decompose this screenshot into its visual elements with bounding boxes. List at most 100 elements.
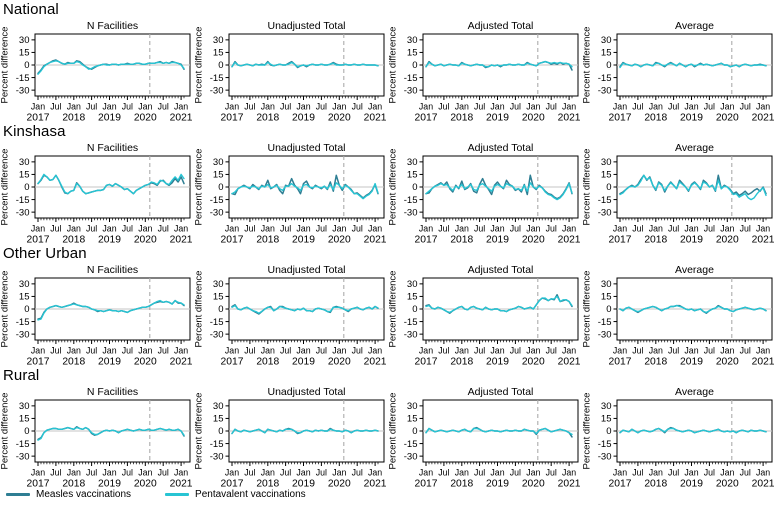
chart-panel-svg: Unadjusted Total Percent difference 30 150 -…	[194, 20, 387, 124]
y-tick-label: 30	[407, 35, 418, 46]
x-tick-label: Jul	[740, 346, 751, 356]
x-tick-label: Jul	[740, 102, 751, 112]
x-year-label: 2020	[522, 479, 545, 489]
axis-ticks	[419, 39, 573, 100]
x-tick-label: Jan	[756, 346, 770, 356]
pentavalent-line	[37, 426, 185, 441]
x-tick-label: Jul	[352, 224, 363, 234]
y-tick-label: -30	[404, 207, 418, 218]
axis-ticks	[613, 405, 767, 466]
y-tick-label: -15	[404, 73, 418, 84]
y-tick-label: 0	[606, 182, 611, 193]
x-tick-label: Jan	[138, 346, 152, 356]
x-tick-label: Jan	[684, 102, 698, 112]
x-tick-label: Jan	[756, 102, 770, 112]
x-tick-label: Jul	[244, 346, 255, 356]
y-tick-label: -30	[404, 329, 418, 340]
y-tick-label: -15	[598, 73, 612, 84]
panel-title: N Facilities	[87, 386, 138, 398]
x-tick-label: Jan	[67, 346, 81, 356]
x-tick-label: Jul	[352, 468, 363, 478]
x-tick-label: Jul	[86, 346, 97, 356]
x-tick-label: Jul	[122, 102, 133, 112]
x-year-label: 2018	[62, 113, 85, 123]
y-tick-label: 30	[19, 157, 30, 168]
panel-title: Average	[675, 20, 714, 32]
chart-panel: Average Percent difference 30 15 0 -15 -30 Jan J…	[582, 140, 776, 246]
axis-ticks	[613, 283, 767, 344]
y-tick-label: 0	[218, 426, 223, 437]
chart-row: N Facilities Percent difference 30 15 0 -15 -3…	[0, 262, 778, 368]
y-tick-label: -15	[598, 317, 612, 328]
y-tick-label: 30	[601, 35, 612, 46]
x-tick-label: Jan	[562, 468, 576, 478]
x-tick-label: Jan	[102, 468, 116, 478]
y-tick-label: 30	[601, 279, 612, 290]
section-title-kinshasa: Kinshasa	[3, 123, 66, 140]
x-year-label: 2018	[644, 357, 667, 367]
pentavalent-line	[425, 295, 573, 314]
y-tick-label: -30	[16, 207, 30, 218]
y-tick-label: 0	[24, 426, 29, 437]
x-year-label: 2020	[328, 357, 351, 367]
axis-ticks	[419, 405, 573, 466]
x-year-label: 2018	[644, 113, 667, 123]
y-axis-label: Percent difference	[388, 393, 399, 470]
x-tick-label: Jan	[368, 102, 382, 112]
x-tick-label: Jul	[352, 346, 363, 356]
axis-ticks	[31, 405, 185, 466]
chart-panel: Adjusted Total Percent difference 30 15 0 -15…	[388, 18, 582, 124]
y-tick-label: -15	[598, 439, 612, 450]
pentavalent-line	[231, 304, 379, 314]
x-tick-label: Jan	[490, 346, 504, 356]
x-tick-label: Jul	[50, 346, 61, 356]
pentavalent-line	[425, 427, 573, 436]
y-tick-label: 15	[213, 414, 224, 425]
y-tick-label: 0	[606, 304, 611, 315]
x-tick-label: Jan	[455, 468, 469, 478]
y-axis-label: Percent difference	[194, 149, 205, 226]
x-tick-label: Jan	[138, 224, 152, 234]
section-title-rural: Rural	[3, 367, 40, 384]
x-tick-label: Jul	[474, 224, 485, 234]
x-year-label: 2018	[256, 113, 279, 123]
x-tick-label: Jul	[438, 468, 449, 478]
y-axis-label: Percent difference	[582, 393, 593, 470]
x-tick-label: Jul	[122, 468, 133, 478]
x-tick-label: Jan	[67, 102, 81, 112]
y-tick-label: 15	[601, 414, 612, 425]
x-tick-label: Jan	[684, 224, 698, 234]
y-tick-label: 15	[213, 292, 224, 303]
x-year-label: 2017	[27, 113, 50, 123]
chart-grid: National N Facilities Percent difference 30…	[0, 2, 778, 490]
x-year-label: 2020	[522, 235, 545, 245]
x-tick-label: Jul	[158, 468, 169, 478]
x-year-label: 2021	[170, 113, 193, 123]
y-tick-label: 15	[213, 170, 224, 181]
y-tick-label: -30	[210, 85, 224, 96]
x-tick-label: Jan	[526, 346, 540, 356]
panel-title: Average	[675, 264, 714, 276]
y-tick-label: 30	[19, 35, 30, 46]
pentavalent-line	[37, 60, 185, 75]
x-tick-label: Jul	[704, 224, 715, 234]
x-year-label: 2017	[221, 357, 244, 367]
chart-panel: Average Percent difference 30 15 0 -15 -30 Jan J…	[582, 262, 776, 368]
x-tick-label: Jul	[546, 102, 557, 112]
x-tick-label: Jan	[138, 102, 152, 112]
y-tick-label: 0	[412, 426, 417, 437]
x-tick-label: Jul	[158, 346, 169, 356]
y-tick-label: 15	[407, 292, 418, 303]
y-tick-label: 0	[24, 304, 29, 315]
y-tick-label: -15	[404, 439, 418, 450]
y-axis-label: Percent difference	[0, 393, 11, 470]
x-tick-label: Jul	[122, 346, 133, 356]
x-year-label: 2019	[98, 113, 121, 123]
x-tick-label: Jan	[756, 224, 770, 234]
chart-panel-svg: N Facilities Percent difference 30 150 -15-3…	[0, 20, 193, 124]
x-tick-label: Jan	[419, 346, 433, 356]
y-tick-label: -30	[598, 329, 612, 340]
y-axis-label: Percent difference	[582, 27, 593, 104]
pentavalent-line	[231, 182, 379, 200]
